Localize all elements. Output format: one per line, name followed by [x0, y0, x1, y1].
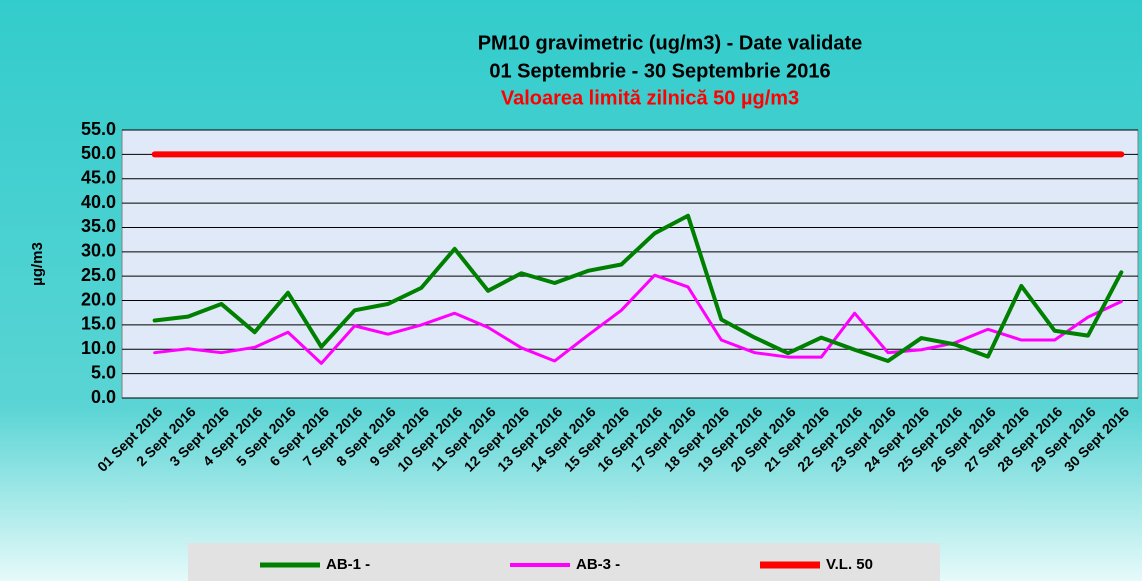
- plot-area: [121, 129, 1139, 399]
- y-tick-label: 10.0: [81, 338, 116, 358]
- legend-label: AB-1 -: [326, 556, 370, 573]
- y-tick-label: 30.0: [81, 241, 116, 261]
- y-tick-label: 55.0: [81, 119, 116, 139]
- y-axis-label: µg/m3: [29, 242, 46, 286]
- y-tick-label: 20.0: [81, 289, 116, 309]
- series-line: [152, 213, 1124, 363]
- series-line: [153, 273, 1123, 365]
- y-tick-label: 35.0: [81, 216, 116, 236]
- y-tick-label: 50.0: [81, 143, 116, 163]
- legend-label: AB-3 -: [576, 556, 620, 573]
- y-tick-label: 25.0: [81, 265, 116, 285]
- chart-title: PM10 gravimetric (ug/m3) - Date validate: [478, 32, 863, 54]
- limit-note: Valoarea limită zilnică 50 µg/m3: [501, 87, 799, 109]
- legend-label: V.L. 50: [826, 556, 873, 573]
- y-tick-label: 45.0: [81, 167, 116, 187]
- y-tick-label: 40.0: [81, 192, 116, 212]
- y-tick-label: 5.0: [91, 362, 116, 382]
- chart-subtitle: 01 Septembrie - 30 Septembrie 2016: [489, 60, 830, 82]
- y-tick-label: 0.0: [91, 387, 116, 407]
- y-tick-label: 15.0: [81, 314, 116, 334]
